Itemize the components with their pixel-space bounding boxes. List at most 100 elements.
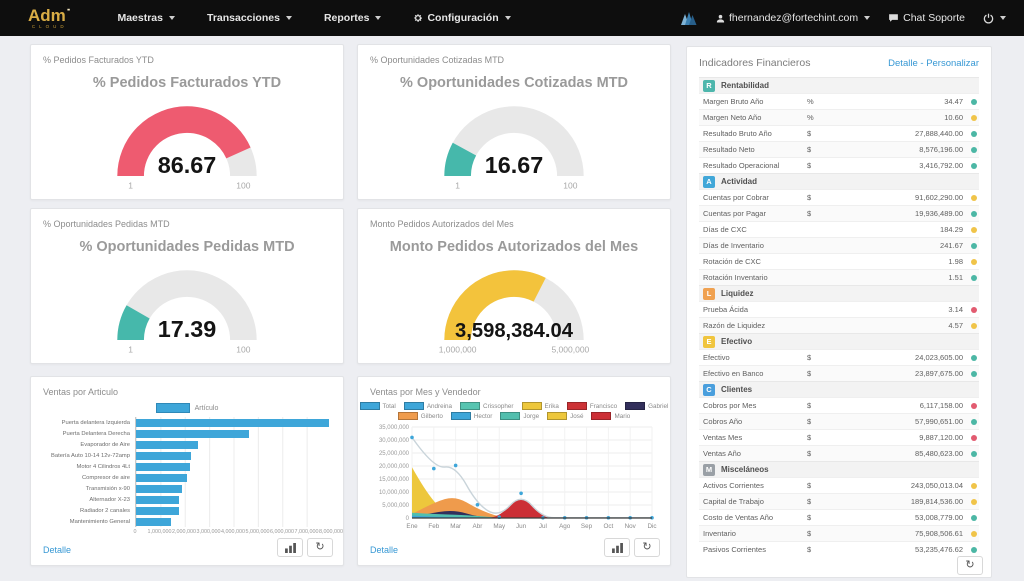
indicator-row: Pasivos Corrientes $53,235,476.62: [699, 541, 979, 557]
detalle-link[interactable]: Detalle: [370, 545, 399, 555]
indicator-section-header: E Efectivo: [699, 333, 979, 349]
legend-item[interactable]: Francisco: [566, 402, 617, 410]
legend-item[interactable]: Mario: [591, 412, 630, 420]
bar-track: [135, 439, 331, 450]
indicator-row: Cuentas por Pagar $19,936,489.00: [699, 205, 979, 221]
status-dot: [971, 146, 977, 153]
legend-item[interactable]: Crissopher: [460, 402, 514, 410]
gear-icon: [414, 14, 423, 22]
detalle-link[interactable]: Detalle: [888, 57, 918, 69]
card-header: Monto Pedidos Autorizados del Mes: [370, 219, 514, 229]
panel-refresh-button[interactable]: ↻: [957, 556, 983, 575]
legend-swatch: [450, 412, 471, 420]
menu-reportes[interactable]: Reportes: [324, 12, 382, 24]
legend-item[interactable]: Hector: [450, 412, 492, 420]
svg-text:Mar: Mar: [450, 523, 461, 530]
indicator-value: 57,990,651.00: [915, 417, 963, 426]
gauge-card-oportunidades-pedidas: % Oportunidades Pedidas MTD % Oportunida…: [30, 208, 344, 364]
gauge-card-monto-pedidos: Monto Pedidos Autorizados del Mes Monto …: [357, 208, 671, 364]
indicator-row: Inventario $75,908,506.61: [699, 525, 979, 541]
indicator-name: Inventario: [703, 529, 736, 538]
refresh-button[interactable]: ↻: [307, 538, 333, 557]
bar-chart-row: Motor 4 Cilindros 4Lt: [43, 461, 331, 472]
section-label: Rentabilidad: [721, 81, 770, 90]
indicadores-financieros-panel: Indicadores Financieros Detalle - Person…: [686, 46, 992, 578]
svg-text:25,000,000: 25,000,000: [379, 451, 410, 457]
chat-soporte-button[interactable]: Chat Soporte: [888, 12, 965, 24]
adm-cloud-logo[interactable]: Adm˙ CLOUD: [28, 7, 71, 30]
svg-text:3,598,384.04: 3,598,384.04: [455, 320, 574, 342]
bar-track: [135, 472, 331, 483]
mountain-logo-icon[interactable]: [676, 11, 698, 25]
indicator-unit: $: [807, 497, 812, 506]
svg-text:Feb: Feb: [428, 523, 439, 530]
menu-configuracion[interactable]: Configuración: [413, 12, 511, 24]
status-dot: [971, 482, 977, 489]
indicator-name: Resultado Neto: [703, 145, 755, 154]
indicator-unit: $: [807, 209, 812, 218]
indicator-unit: %: [807, 97, 814, 106]
chart-type-button[interactable]: [277, 538, 303, 557]
svg-text:15,000,000: 15,000,000: [379, 477, 410, 483]
legend-item[interactable]: Erika: [521, 402, 559, 410]
detalle-link[interactable]: Detalle: [43, 545, 72, 555]
card-header: % Pedidos Facturados YTD: [43, 55, 154, 65]
indicator-row: Efectivo en Banco $23,897,675.00: [699, 365, 979, 381]
indicator-value: 91,602,290.00: [915, 193, 963, 202]
legend-item[interactable]: José: [547, 412, 583, 420]
indicator-name: Pasivos Corrientes: [703, 545, 766, 554]
legend-item[interactable]: Gabriel: [625, 402, 668, 410]
indicator-unit: $: [807, 481, 812, 490]
legend-label: Total: [382, 402, 396, 410]
gauge-card-pedidos-facturados: % Pedidos Facturados YTD % Pedidos Factu…: [30, 44, 344, 200]
menu-transacciones[interactable]: Transacciones: [207, 12, 292, 24]
bar-chart-row: Alternador X-23: [43, 494, 331, 505]
legend-item[interactable]: Andreina: [403, 402, 453, 410]
legend-row: Gilberto Hector Jorge José Mario: [397, 412, 630, 420]
bar: [136, 462, 190, 471]
indicator-unit: $: [807, 369, 812, 378]
x-axis-tick-label: 7,000,000: [294, 529, 319, 535]
svg-text:1: 1: [128, 345, 133, 355]
bar-category-label: Evaporador de Aire: [80, 441, 130, 448]
card-header: Ventas por Mes y Vendedor: [370, 387, 481, 397]
legend-label: Andreina: [426, 402, 453, 410]
chart-type-button[interactable]: [604, 538, 630, 557]
bar-track: [135, 428, 331, 439]
indicator-unit: $: [807, 145, 812, 154]
bar: [136, 484, 183, 493]
status-dot: [971, 498, 977, 505]
gauge-chart: 3,598,384.04 1,000,000 5,000,000: [439, 270, 590, 355]
user-menu[interactable]: fhernandez@fortechint.com: [716, 12, 871, 24]
legend-item[interactable]: Gilberto: [397, 412, 443, 420]
indicator-value: 1.98: [948, 257, 963, 266]
legend-item[interactable]: Total: [359, 402, 396, 410]
bar-track: [135, 461, 331, 472]
indicator-value: 1.51: [948, 273, 963, 282]
indicator-name: Días de Inventario: [703, 241, 764, 250]
legend-item[interactable]: Jorge: [500, 412, 539, 420]
personalizar-link[interactable]: Personalizar: [926, 57, 979, 69]
bar-category-label: Mantenimiento General: [69, 518, 130, 525]
menu-maestras[interactable]: Maestras: [117, 12, 175, 24]
status-dot: [971, 130, 977, 137]
line-area-chart: 0 5,000,000 10,000,000 15,000,000 20,000,000…: [379, 425, 657, 530]
bar-chart-row: Compresor de aire: [43, 472, 331, 483]
chevron-down-icon: [168, 16, 175, 20]
svg-text:35,000,000: 35,000,000: [379, 425, 410, 431]
indicator-row: Resultado Operacional $3,416,792.00: [699, 157, 979, 173]
navbar-right: fhernandez@fortechint.com Chat Soporte: [676, 11, 1006, 25]
indicator-row: Días de Inventario 241.67: [699, 237, 979, 253]
gauge-title: % Oportunidades Pedidas MTD: [79, 239, 295, 255]
status-dot: [971, 434, 977, 441]
power-menu[interactable]: [983, 13, 1006, 24]
legend-label: Gilberto: [420, 412, 443, 420]
chevron-down-icon: [285, 16, 292, 20]
refresh-button[interactable]: ↻: [634, 538, 660, 557]
svg-text:1,000,000: 1,000,000: [439, 345, 477, 355]
bar-track: [135, 505, 331, 516]
legend-swatch: [359, 402, 380, 410]
indicator-section-header: L Liquidez: [699, 285, 979, 301]
section-badge-icon: M: [703, 463, 715, 476]
logo-text: Adm˙: [28, 5, 72, 25]
